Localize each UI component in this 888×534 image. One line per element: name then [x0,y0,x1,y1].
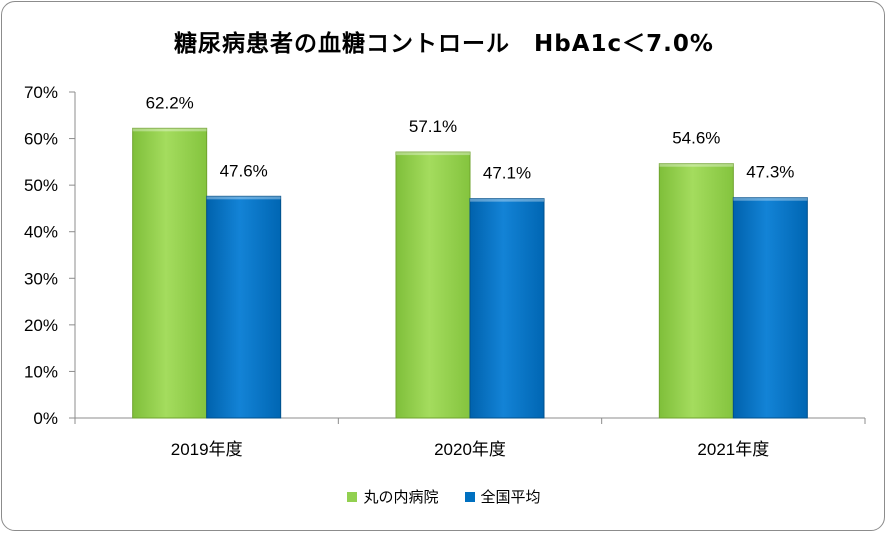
y-tick-label: 40% [24,223,58,242]
legend-label-national: 全国平均 [480,488,541,506]
data-label-hospital: 57.1% [409,117,457,136]
bar-highlight [396,152,470,156]
y-tick-label: 20% [24,316,58,335]
data-label-national: 47.6% [220,161,268,180]
y-tick-label: 10% [24,362,58,381]
data-label-hospital: 54.6% [672,129,720,148]
x-tick-label: 2021年度 [697,440,769,459]
legend-swatch-hospital [347,491,358,502]
bar-highlight [132,128,207,132]
bar-national [206,195,282,419]
y-tick-label: 60% [24,130,58,149]
y-tick-label: 70% [24,83,58,102]
x-tick-label: 2019年度 [171,440,243,459]
bar-highlight [733,197,808,201]
bar-hospital [132,127,208,419]
data-label-national: 47.3% [746,163,794,182]
bar-hospital [658,163,734,419]
data-label-hospital: 62.2% [146,93,194,112]
bar-national [732,197,808,419]
bar-highlight [659,163,734,167]
data-label-national: 47.1% [483,164,531,183]
bar-highlight [206,196,281,200]
legend: 丸の内病院 全国平均 [0,486,888,507]
legend-swatch-national [464,491,475,502]
legend-item-hospital: 丸の内病院 [347,486,439,507]
bar-highlight [470,198,544,202]
y-tick-label: 50% [24,176,58,195]
x-tick-label: 2020年度 [434,440,506,459]
legend-item-national: 全国平均 [464,486,541,507]
y-tick-label: 0% [33,409,58,428]
legend-label-hospital: 丸の内病院 [363,488,439,506]
y-tick-label: 30% [24,269,58,288]
chart-title: 糖尿病患者の血糖コントロール HbA1c＜7.0% [174,31,714,57]
bar-national [469,198,545,419]
bar-hospital [395,151,471,419]
